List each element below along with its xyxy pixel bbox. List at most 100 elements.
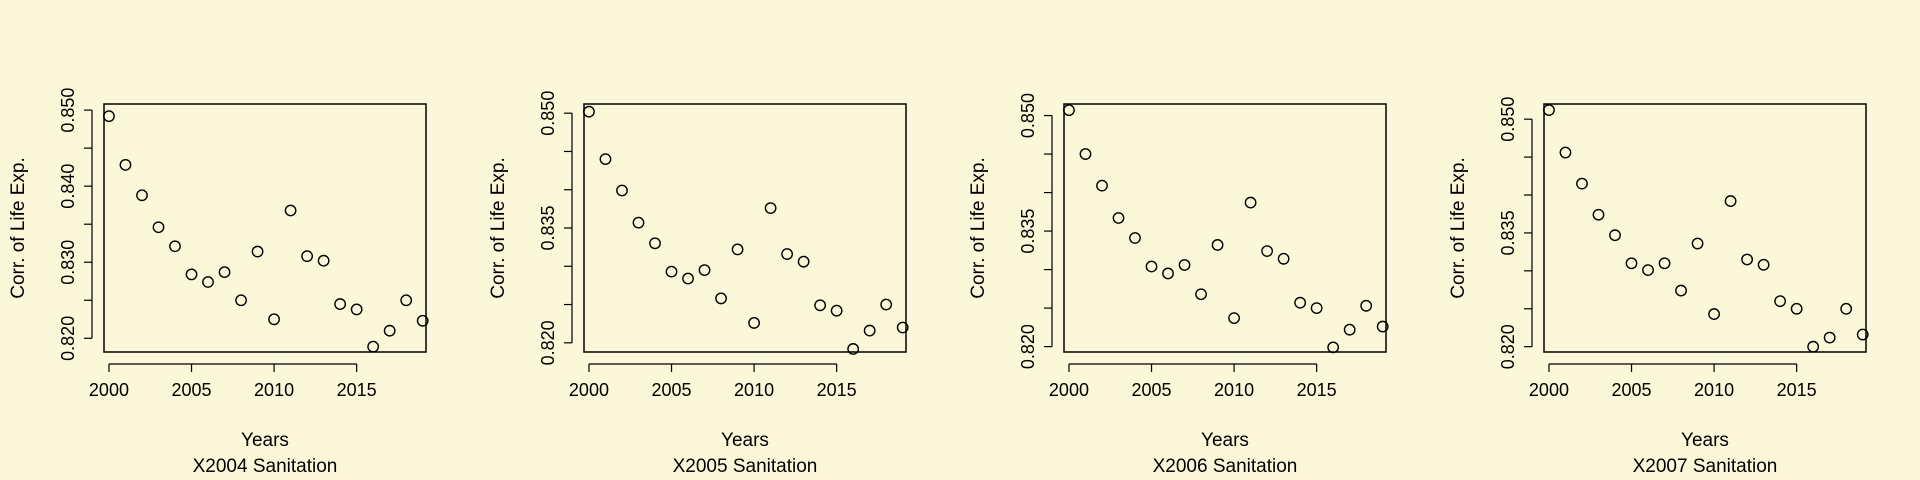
data-point xyxy=(1178,259,1191,271)
data-point xyxy=(682,272,694,285)
data-point xyxy=(152,221,165,234)
y-tick-label: 0.850 xyxy=(1018,93,1038,138)
plot-frame xyxy=(583,103,907,353)
plot-frame xyxy=(1063,103,1387,353)
y-tick-label: 0.820 xyxy=(1498,324,1518,369)
y-tick-label: 0.835 xyxy=(1018,209,1038,254)
data-point xyxy=(1063,104,1075,117)
data-point xyxy=(1658,257,1671,270)
data-point xyxy=(119,158,132,171)
chart-subtitle: X2004 Sanitation xyxy=(193,456,338,477)
data-point xyxy=(284,204,297,217)
data-point xyxy=(1559,146,1572,159)
data-point xyxy=(1807,340,1820,353)
y-axis-title: Corr. of Life Exp. xyxy=(8,157,29,299)
data-point xyxy=(748,317,760,329)
y-axis-title: Corr. of Life Exp. xyxy=(1448,157,1469,299)
data-point xyxy=(1757,258,1770,271)
y-tick-label: 0.820 xyxy=(58,316,78,361)
data-point xyxy=(103,110,115,123)
data-point xyxy=(235,294,247,307)
data-point xyxy=(185,268,198,281)
data-point xyxy=(251,245,264,258)
data-point xyxy=(698,264,711,276)
data-point xyxy=(1625,257,1638,270)
data-point xyxy=(1675,284,1687,297)
data-point xyxy=(268,313,280,326)
data-point xyxy=(169,240,181,253)
data-point xyxy=(1741,253,1754,266)
data-point xyxy=(1691,237,1704,250)
data-point xyxy=(383,324,396,337)
data-point xyxy=(1790,302,1803,315)
data-point xyxy=(1774,295,1787,308)
x-tick-label: 2015 xyxy=(817,380,857,400)
x-tick-label: 2010 xyxy=(254,380,294,400)
y-tick-label: 0.820 xyxy=(1018,324,1038,369)
data-point xyxy=(1261,245,1274,258)
data-point xyxy=(350,303,363,316)
data-point xyxy=(781,248,794,260)
chart-panel-1: 2000 2005 2010 2015 0.820 0.830 0.840 0.850 Corr… xyxy=(8,88,429,477)
data-point xyxy=(1376,320,1389,333)
data-point xyxy=(616,184,628,197)
data-point xyxy=(1724,195,1737,207)
data-point xyxy=(1310,302,1323,314)
data-point xyxy=(764,202,777,214)
data-point xyxy=(1129,232,1141,244)
data-point xyxy=(1112,212,1125,224)
x-axis-title: Years xyxy=(241,430,289,451)
x-tick-label: 2010 xyxy=(1214,380,1254,400)
data-point xyxy=(334,298,347,310)
data-point xyxy=(1343,323,1356,336)
data-point xyxy=(599,153,612,166)
data-point xyxy=(1576,177,1588,190)
data-point xyxy=(1642,264,1654,276)
data-point xyxy=(1543,104,1555,116)
x-tick-label: 2015 xyxy=(1777,380,1817,400)
data-point xyxy=(863,324,876,337)
chart-subtitle: X2006 Sanitation xyxy=(1153,456,1298,477)
data-point xyxy=(830,304,843,317)
data-point xyxy=(847,343,860,355)
data-point xyxy=(1162,267,1174,280)
x-axis-title: Years xyxy=(1201,430,1249,451)
data-point xyxy=(665,265,678,278)
x-tick-label: 2005 xyxy=(1611,380,1651,400)
x-axis-title: Years xyxy=(1681,430,1729,451)
x-tick-label: 2010 xyxy=(734,380,774,400)
data-point xyxy=(880,298,893,311)
data-point xyxy=(400,294,413,307)
x-tick-label: 2005 xyxy=(171,380,211,400)
data-point xyxy=(1211,239,1224,251)
chart-panel-3: 2000 2005 2010 2015 0.820 0.835 0.850 Corr. of … xyxy=(968,93,1389,477)
data-point xyxy=(583,105,595,118)
data-point xyxy=(797,255,810,268)
x-tick-label: 2005 xyxy=(1131,380,1171,400)
data-point xyxy=(1609,229,1621,242)
data-point xyxy=(632,216,645,229)
x-tick-label: 2015 xyxy=(1297,380,1337,400)
y-tick-label: 0.835 xyxy=(1498,210,1518,255)
y-tick-label: 0.820 xyxy=(538,320,558,365)
data-point xyxy=(814,299,827,312)
x-tick-label: 2015 xyxy=(337,380,377,400)
x-tick-label: 2005 xyxy=(651,380,691,400)
data-point xyxy=(896,321,909,334)
data-point xyxy=(416,314,429,327)
data-point xyxy=(1195,288,1207,301)
x-tick-label: 2000 xyxy=(1049,380,1089,400)
data-point xyxy=(202,276,214,288)
y-axis-title: Corr. of Life Exp. xyxy=(968,157,989,299)
chart-panel-4: 2000 2005 2010 2015 0.820 0.835 0.850 Corr. of … xyxy=(1448,97,1869,477)
data-point xyxy=(649,237,661,250)
data-point xyxy=(1592,208,1605,221)
y-tick-label: 0.850 xyxy=(1498,97,1518,142)
y-tick-label: 0.835 xyxy=(538,205,558,250)
data-point xyxy=(1856,328,1869,341)
y-tick-label: 0.850 xyxy=(538,91,558,136)
x-tick-label: 2000 xyxy=(569,380,609,400)
y-axis-title: Corr. of Life Exp. xyxy=(488,157,509,299)
data-point xyxy=(136,189,148,202)
